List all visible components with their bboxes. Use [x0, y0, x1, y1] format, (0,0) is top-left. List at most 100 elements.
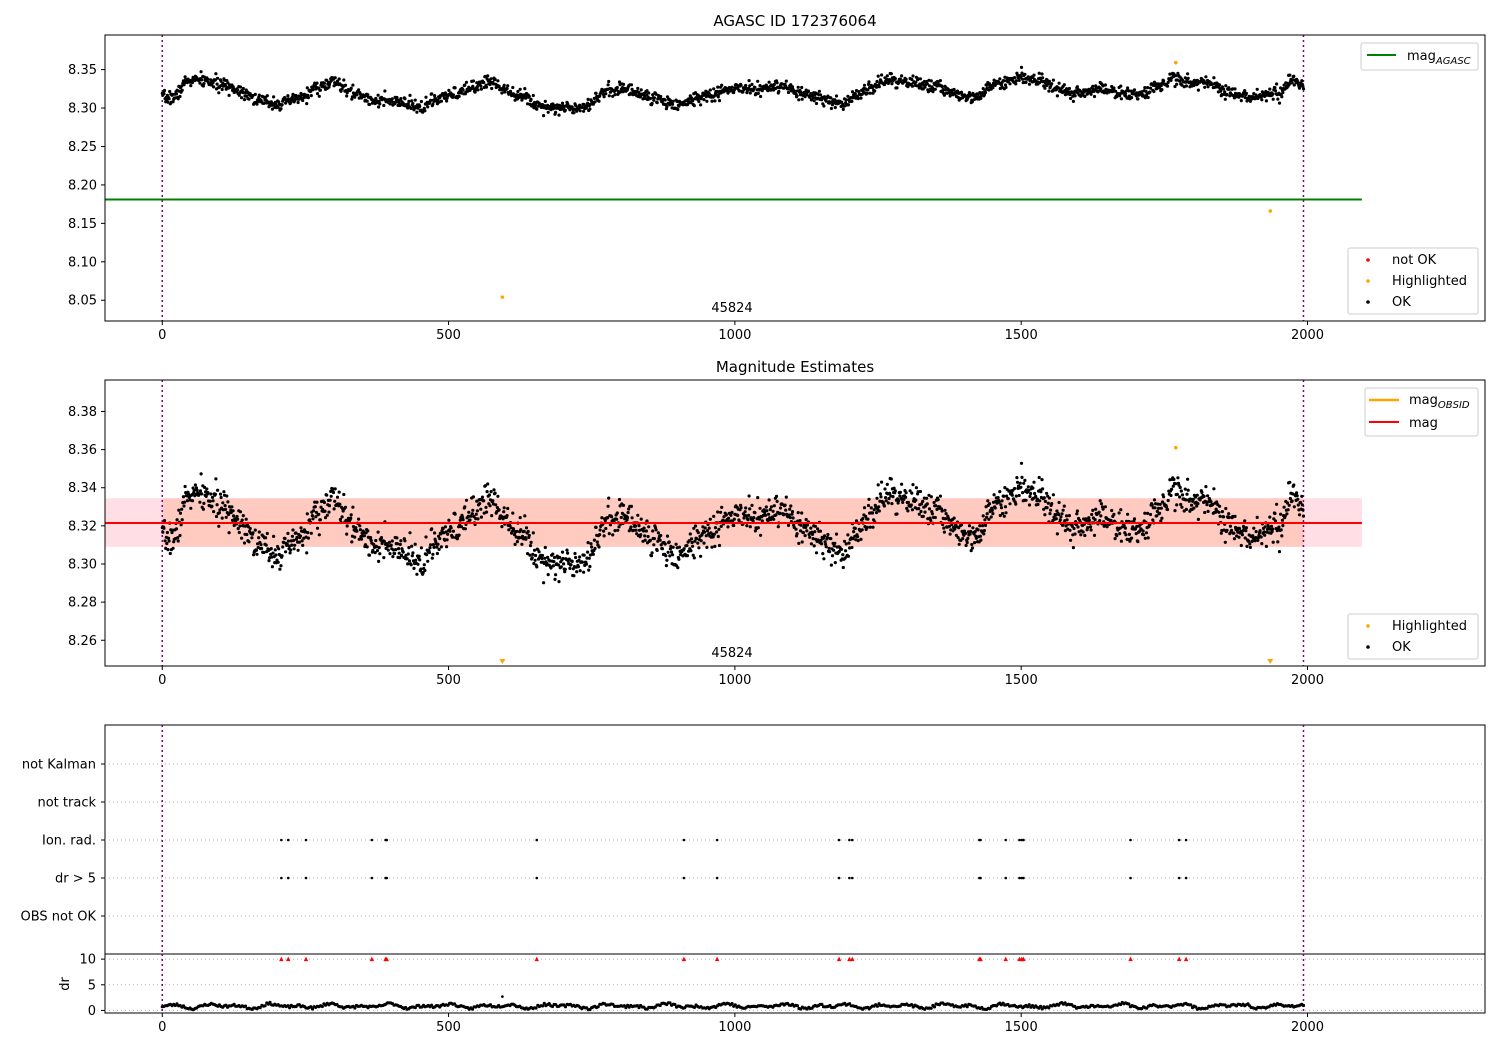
- ok-point: [764, 513, 768, 517]
- ok-point: [828, 550, 832, 554]
- ok-point: [710, 99, 714, 103]
- ok-point: [677, 557, 681, 561]
- ok-point: [463, 505, 467, 509]
- ok-point: [1184, 84, 1188, 88]
- dr-point: [1194, 1005, 1198, 1009]
- ok-point: [165, 541, 169, 546]
- ok-point: [598, 533, 602, 537]
- ok-point: [1184, 498, 1188, 502]
- ok-point: [772, 504, 776, 508]
- ok-point: [821, 536, 826, 540]
- ok-point: [866, 517, 870, 521]
- ok-point: [658, 538, 662, 542]
- ok-point: [305, 86, 309, 90]
- ok-point: [760, 519, 764, 523]
- ok-point: [942, 93, 947, 97]
- ok-point: [700, 532, 704, 536]
- ok-point: [772, 82, 776, 87]
- ok-point: [751, 519, 755, 523]
- ok-point: [1034, 494, 1038, 498]
- ok-point: [414, 558, 418, 562]
- ok-point: [1290, 81, 1294, 85]
- dr-clipped-marker: [714, 956, 720, 962]
- ok-point: [876, 483, 880, 487]
- ok-point: [586, 541, 590, 545]
- ok-point: [451, 95, 455, 99]
- plot-frame: [104, 34, 1486, 322]
- ok-point: [822, 534, 827, 538]
- ok-point: [1040, 72, 1044, 76]
- ok-point: [1280, 534, 1284, 538]
- ok-point: [910, 77, 914, 82]
- ok-point: [485, 490, 489, 494]
- ok-point: [220, 87, 224, 92]
- ok-point: [1089, 92, 1093, 96]
- ok-point: [1050, 82, 1054, 86]
- ok-point: [772, 517, 776, 521]
- ok-point: [576, 565, 581, 569]
- ok-point: [1112, 86, 1116, 90]
- ok-point: [518, 87, 522, 91]
- ok-point: [211, 499, 215, 503]
- ok-point: [1045, 491, 1049, 495]
- ok-point: [862, 506, 867, 510]
- ok-point: [1188, 497, 1192, 501]
- ok-point: [597, 99, 601, 103]
- ok-point: [398, 556, 402, 560]
- ok-point: [225, 79, 229, 83]
- ok-point: [1015, 480, 1020, 484]
- ok-point: [183, 484, 187, 489]
- ok-point: [459, 525, 463, 529]
- ok-point: [651, 529, 655, 533]
- ok-point: [201, 84, 205, 88]
- ok-point: [515, 540, 520, 544]
- ok-point: [1087, 518, 1091, 523]
- ok-point: [1175, 503, 1179, 507]
- ok-point: [651, 93, 655, 97]
- ok-point: [1287, 503, 1291, 507]
- ok-point: [189, 84, 193, 88]
- ok-point: [306, 531, 310, 535]
- ok-point: [413, 542, 417, 546]
- ok-point: [1252, 92, 1256, 96]
- ok-point: [629, 83, 634, 87]
- ok-point: [1035, 497, 1039, 501]
- ok-point: [242, 98, 247, 102]
- ok-point: [1069, 538, 1073, 542]
- ok-point: [528, 553, 532, 557]
- ok-point: [790, 512, 794, 516]
- ok-point: [209, 492, 213, 496]
- ok-point: [841, 107, 845, 111]
- ok-point: [306, 536, 310, 540]
- ok-point: [561, 556, 565, 561]
- ok-point: [398, 542, 402, 547]
- ok-point: [712, 514, 716, 519]
- ok-point: [524, 526, 529, 530]
- ok-point: [753, 85, 757, 89]
- x-tick-label: 1000: [718, 328, 751, 343]
- x-tick-label: 2000: [1291, 1020, 1324, 1035]
- ok-point: [989, 515, 993, 519]
- ok-point: [865, 525, 869, 530]
- ok-point: [759, 533, 763, 537]
- ok-point: [177, 508, 181, 512]
- ok-point: [489, 77, 493, 81]
- ok-point: [695, 537, 699, 541]
- ok-point: [563, 567, 567, 571]
- x-tick-label: 0: [158, 328, 166, 343]
- ok-point: [582, 109, 586, 113]
- ok-point: [202, 485, 207, 489]
- ok-point: [1054, 517, 1058, 521]
- ok-point: [290, 534, 294, 538]
- ok-point: [834, 532, 839, 536]
- ok-point: [407, 99, 411, 103]
- ok-point: [862, 83, 867, 87]
- ok-point: [1200, 490, 1204, 494]
- ok-point: [1075, 512, 1079, 516]
- ok-point: [232, 523, 236, 528]
- ok-point: [1158, 511, 1162, 515]
- y-tick-label: 8.30: [68, 102, 97, 117]
- ok-point: [1093, 518, 1097, 522]
- ok-point: [226, 500, 230, 504]
- ok-point: [692, 104, 696, 108]
